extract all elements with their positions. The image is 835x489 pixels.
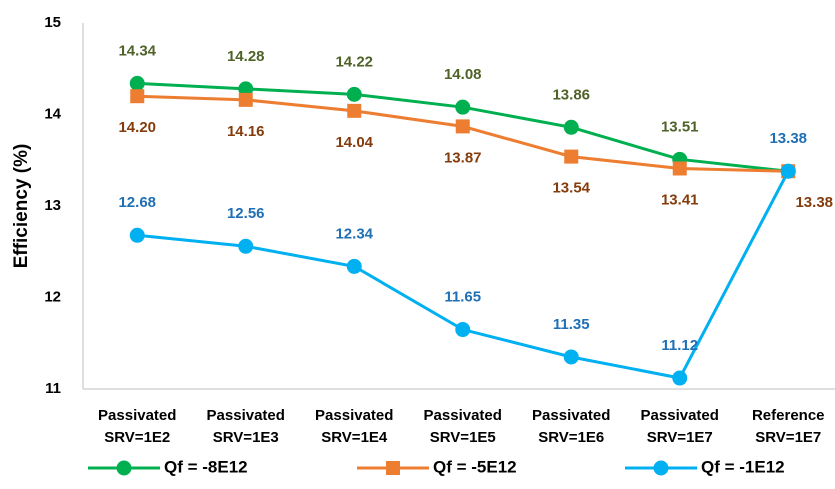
x-tick-label: Passivated SRV=1E6 bbox=[532, 407, 610, 446]
data-label: 14.04 bbox=[335, 134, 373, 151]
y-tick-label: 13 bbox=[44, 197, 61, 214]
data-label: 14.22 bbox=[335, 53, 373, 70]
marker bbox=[455, 119, 470, 134]
marker bbox=[653, 460, 669, 476]
legend-item: Qf = -5E12 bbox=[357, 457, 517, 476]
data-label: 12.68 bbox=[118, 194, 156, 211]
y-tick-label: 12 bbox=[44, 288, 61, 305]
data-label: 11.35 bbox=[553, 316, 590, 333]
data-label: 13.54 bbox=[552, 180, 590, 197]
marker bbox=[386, 461, 400, 475]
data-label: 13.51 bbox=[661, 118, 699, 135]
data-label: 13.38 bbox=[795, 194, 833, 211]
legend-label: Qf = -8E12 bbox=[164, 457, 248, 476]
marker bbox=[563, 349, 579, 365]
data-label: 13.38 bbox=[769, 130, 807, 147]
x-tick-label: Passivated SRV=1E2 bbox=[98, 407, 176, 446]
marker bbox=[129, 227, 145, 243]
marker bbox=[347, 103, 362, 118]
marker bbox=[346, 86, 362, 102]
x-tick-label: Reference SRV=1E7 bbox=[752, 407, 825, 446]
data-label: 13.86 bbox=[552, 86, 590, 103]
legend-label: Qf = -1E12 bbox=[701, 457, 785, 476]
marker bbox=[672, 161, 687, 176]
marker bbox=[672, 370, 688, 386]
marker bbox=[346, 258, 362, 274]
marker bbox=[238, 238, 254, 254]
data-label: 12.34 bbox=[335, 225, 373, 242]
data-label: 14.34 bbox=[118, 42, 156, 59]
legend-item: Qf = -8E12 bbox=[88, 457, 248, 476]
marker bbox=[455, 322, 471, 338]
marker bbox=[455, 99, 471, 115]
data-label: 14.20 bbox=[118, 119, 156, 136]
marker bbox=[130, 89, 145, 104]
x-tick-label: Passivated SRV=1E5 bbox=[424, 407, 502, 446]
marker bbox=[563, 119, 579, 135]
data-label: 11.65 bbox=[444, 288, 481, 305]
marker bbox=[564, 149, 579, 164]
marker bbox=[129, 75, 145, 91]
data-label: 13.87 bbox=[444, 149, 482, 166]
x-tick-label: Passivated SRV=1E3 bbox=[207, 407, 285, 446]
marker bbox=[780, 163, 796, 179]
data-label: 14.16 bbox=[227, 123, 265, 140]
data-label: 13.41 bbox=[661, 191, 699, 208]
x-tick-label: Passivated SRV=1E7 bbox=[641, 407, 719, 446]
data-label: 12.56 bbox=[227, 205, 265, 222]
marker bbox=[116, 460, 132, 476]
y-tick-label: 15 bbox=[44, 14, 61, 31]
marker bbox=[238, 92, 253, 107]
data-label: 14.08 bbox=[444, 66, 482, 83]
data-label: 11.12 bbox=[661, 337, 698, 354]
y-axis-label: Efficiency (%) bbox=[11, 144, 32, 269]
y-tick-label: 14 bbox=[44, 105, 61, 122]
x-tick-label: Passivated SRV=1E4 bbox=[315, 407, 393, 446]
y-tick-label: 11 bbox=[45, 380, 61, 397]
legend-item: Qf = -1E12 bbox=[625, 457, 785, 476]
data-label: 14.28 bbox=[227, 48, 265, 65]
legend-label: Qf = -5E12 bbox=[433, 457, 517, 476]
marker bbox=[238, 81, 254, 97]
